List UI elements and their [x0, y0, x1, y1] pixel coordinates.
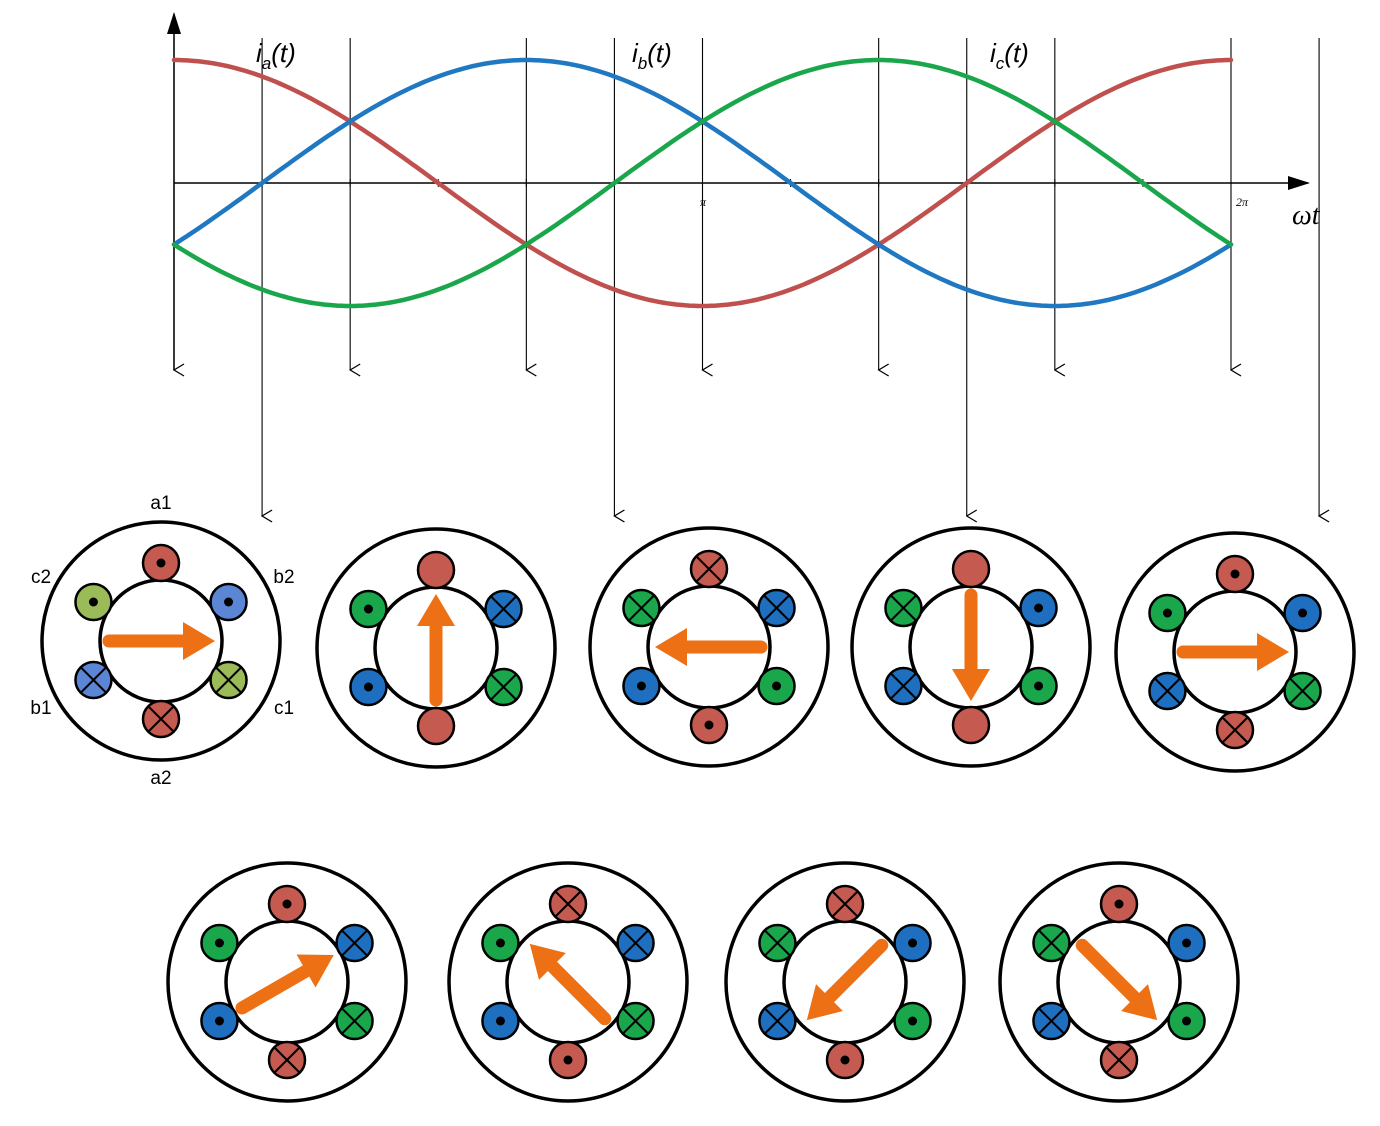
coil-b1-cross-icon — [1148, 671, 1187, 711]
coil-a1-dot-icon — [141, 543, 181, 583]
coil-b2-cross-icon — [616, 923, 655, 963]
stator-4 — [850, 526, 1092, 768]
field-arrow-head-icon — [1257, 633, 1289, 671]
coil-b1-cross-icon — [1032, 1001, 1071, 1041]
coil-c1-cross-icon — [616, 1001, 655, 1041]
coil-a1-dot-icon — [1215, 554, 1255, 594]
coil-a1-dot-icon — [267, 884, 307, 924]
coil-a1-plain-icon — [416, 550, 456, 590]
coil-c2-cross-icon — [758, 923, 797, 963]
stator-2 — [315, 527, 557, 769]
stator-1 — [40, 520, 282, 762]
coil-label-a1: a1 — [150, 493, 171, 514]
field-arrow-shaft — [544, 958, 612, 1026]
field-arrow-shaft — [821, 938, 889, 1006]
field-arrow-shaft — [235, 963, 315, 1015]
coil-c1-cross-icon — [1283, 671, 1322, 711]
coil-c2-cross-icon — [1032, 923, 1071, 963]
tick-label-2pi: 2π — [1236, 195, 1249, 209]
coil-c2-cross-icon — [884, 588, 923, 628]
field-arrow-head-icon — [183, 622, 215, 660]
field-arrow-head-icon — [952, 669, 990, 701]
coil-a2-cross-icon — [1099, 1040, 1139, 1080]
coil-a2-plain-icon — [951, 705, 991, 745]
coil-b1-dot-icon — [349, 667, 388, 707]
coil-label-b2: b2 — [273, 567, 294, 588]
coil-c1-cross-icon — [335, 1001, 374, 1041]
coil-b2-dot-icon — [1019, 588, 1058, 628]
coil-c1-dot-icon — [893, 1001, 932, 1041]
coil-c1-cross-icon — [484, 667, 523, 707]
field-arrow-head-icon — [655, 628, 687, 666]
waveform-plot: π 2π ωt ia(t) ib(t) ic(t) — [167, 12, 1321, 516]
field-arrow-head-icon — [806, 984, 843, 1021]
coil-a1-cross-icon — [825, 884, 865, 924]
coil-b1-cross-icon — [74, 660, 113, 700]
coil-c2-cross-icon — [622, 588, 661, 628]
coil-labels: a1 a2 b2 c1 c2 b1 — [30, 493, 294, 789]
coil-c2-dot-icon — [481, 923, 520, 963]
coil-b1-dot-icon — [622, 666, 661, 706]
coil-a1-cross-icon — [689, 549, 729, 589]
field-arrow-head-icon — [296, 954, 334, 988]
coil-a2-cross-icon — [1215, 710, 1255, 750]
coil-b1-cross-icon — [758, 1001, 797, 1041]
stator-9 — [998, 861, 1240, 1103]
coil-a2-cross-icon — [267, 1040, 307, 1080]
tick-label-pi: π — [700, 195, 707, 209]
coil-c2-dot-icon — [200, 923, 239, 963]
coil-b1-dot-icon — [200, 1001, 239, 1041]
stator-5 — [1114, 531, 1356, 773]
coil-c1-dot-icon — [757, 666, 796, 706]
coil-b2-cross-icon — [484, 589, 523, 629]
coil-a2-dot-icon — [689, 705, 729, 745]
coil-b2-cross-icon — [757, 588, 796, 628]
coil-b2-dot-icon — [893, 923, 932, 963]
stator-7 — [447, 861, 689, 1103]
stator-3 — [588, 526, 830, 768]
field-arrow-head-icon — [529, 943, 566, 980]
stator-cross-sections — [40, 520, 1356, 1103]
coil-b1-dot-icon — [481, 1001, 520, 1041]
coil-a1-plain-icon — [951, 549, 991, 589]
coil-c1-dot-icon — [1167, 1001, 1206, 1041]
coil-a1-cross-icon — [548, 884, 588, 924]
stator-6 — [166, 861, 408, 1103]
field-arrow-head-icon — [1121, 984, 1158, 1021]
coil-a2-dot-icon — [825, 1040, 865, 1080]
coil-b2-cross-icon — [335, 923, 374, 963]
coil-c2-dot-icon — [1148, 593, 1187, 633]
stator-8 — [724, 861, 966, 1103]
coil-label-b1: b1 — [30, 698, 51, 719]
coil-a2-plain-icon — [416, 706, 456, 746]
coil-b2-dot-icon — [1167, 923, 1206, 963]
sample-instant-lines — [174, 38, 1319, 516]
coil-c1-dot-icon — [1019, 666, 1058, 706]
coil-a2-cross-icon — [141, 699, 181, 739]
curve-label-ia: ia(t) — [256, 38, 296, 73]
curve-ic — [171, 57, 1234, 309]
curve-label-ib: ib(t) — [632, 38, 672, 73]
coil-label-c1: c1 — [274, 698, 294, 719]
field-arrow-head-icon — [417, 594, 455, 626]
phase-current-curves — [171, 57, 1234, 309]
coil-b1-cross-icon — [884, 666, 923, 706]
axis-label-omega-t: ωt — [1292, 200, 1321, 231]
field-arrow-shaft — [1075, 938, 1143, 1006]
curve-label-ic: ic(t) — [990, 38, 1029, 73]
coil-c1-cross-icon — [209, 660, 248, 700]
coil-c2-dot-icon — [349, 589, 388, 629]
coil-b2-dot-icon — [209, 582, 248, 622]
coil-a2-dot-icon — [548, 1040, 588, 1080]
coil-c2-dot-icon — [74, 582, 113, 622]
coil-b2-dot-icon — [1283, 593, 1322, 633]
coil-label-a2: a2 — [150, 768, 171, 789]
coil-label-c2: c2 — [31, 567, 51, 588]
coil-a1-dot-icon — [1099, 884, 1139, 924]
